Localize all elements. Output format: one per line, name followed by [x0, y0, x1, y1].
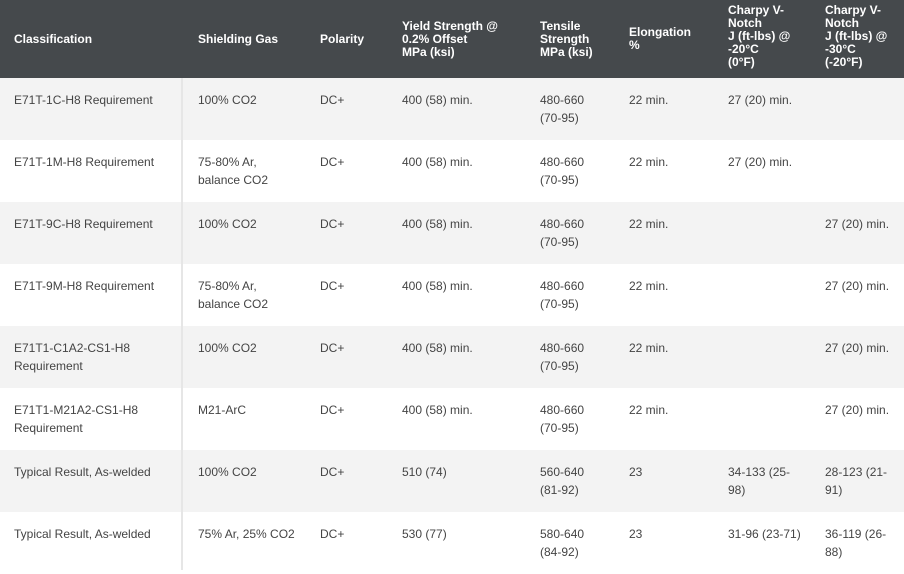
cell-polarity: DC+ — [320, 403, 345, 417]
table-row: E71T-9C-H8 Requirement 100% CO2 DC+ 400 (58… — [0, 202, 904, 264]
cell-tensile-strength: 480-660 (70-95) — [540, 403, 585, 435]
cell-tensile-strength: 480-660 (70-95) — [540, 93, 585, 125]
cell-elongation: 22 min. — [629, 341, 669, 355]
table-row: Typical Result, As-welded 75% Ar, 25% CO2… — [0, 512, 904, 570]
cell-charpy-minus-20c — [713, 326, 810, 388]
cell-charpy-minus-30c: 27 (20) min. — [825, 403, 890, 417]
cell-yield-strength: 400 (58) min. — [402, 217, 473, 231]
table-row: Typical Result, As-welded 100% CO2 DC+ 510 … — [0, 450, 904, 512]
column-header-yield-strength: Yield Strength @ 0.2% Offset MPa (ksi) — [402, 18, 498, 59]
column-header-elongation: Elongation % — [629, 25, 691, 52]
cell-charpy-minus-30c — [810, 78, 904, 140]
cell-elongation: 22 min. — [629, 217, 669, 231]
cell-charpy-minus-20c: 34-133 (25-98) — [728, 465, 791, 497]
cell-polarity: DC+ — [320, 341, 345, 355]
cell-charpy-minus-30c: 27 (20) min. — [825, 279, 890, 293]
cell-yield-strength: 400 (58) min. — [402, 403, 473, 417]
cell-charpy-minus-20c: 27 (20) min. — [728, 93, 793, 107]
cell-classification: E71T-9C-H8 Requirement — [0, 202, 183, 264]
cell-polarity: DC+ — [320, 155, 345, 169]
cell-charpy-minus-30c: 27 (20) min. — [825, 217, 890, 231]
cell-elongation: 22 min. — [629, 403, 669, 417]
cell-elongation: 22 min. — [629, 279, 669, 293]
cell-charpy-minus-20c: 27 (20) min. — [728, 155, 793, 169]
table-row: E71T-9M-H8 Requirement 75-80% Ar, balance… — [0, 264, 904, 326]
cell-charpy-minus-30c: 28-123 (21-91) — [825, 465, 888, 497]
cell-charpy-minus-20c — [713, 264, 810, 326]
cell-shielding-gas: 100% CO2 — [198, 341, 257, 355]
table-row: E71T1-C1A2-CS1-H8 Requirement 100% CO2 DC+… — [0, 326, 904, 388]
column-header-classification: Classification — [0, 0, 183, 78]
cell-polarity: DC+ — [320, 527, 345, 541]
cell-charpy-minus-30c: 27 (20) min. — [825, 341, 890, 355]
cell-tensile-strength: 480-660 (70-95) — [540, 155, 585, 187]
cell-elongation: 22 min. — [629, 93, 669, 107]
cell-classification: E71T-9M-H8 Requirement — [0, 264, 183, 326]
table-row: E71T-1C-H8 Requirement 100% CO2 DC+ 400 (58… — [0, 78, 904, 140]
cell-classification: E71T-1M-H8 Requirement — [0, 140, 183, 202]
cell-polarity: DC+ — [320, 217, 345, 231]
cell-classification: Typical Result, As-welded — [0, 450, 183, 512]
cell-shielding-gas: 100% CO2 — [198, 93, 257, 107]
cell-charpy-minus-30c — [810, 140, 904, 202]
table-row: E71T1-M21A2-CS1-H8 Requirement M21-ArC DC+… — [0, 388, 904, 450]
cell-tensile-strength: 480-660 (70-95) — [540, 279, 585, 311]
column-header-charpy-minus-30c: Charpy V- Notch J (ft-lbs) @ -30°C (-20°… — [825, 3, 888, 69]
cell-polarity: DC+ — [320, 93, 345, 107]
cell-elongation: 23 — [629, 465, 643, 479]
column-header-tensile-strength: Tensile Strength MPa (ksi) — [540, 18, 593, 59]
cell-shielding-gas: M21-ArC — [198, 403, 247, 417]
cell-yield-strength: 400 (58) min. — [402, 93, 473, 107]
cell-yield-strength: 400 (58) min. — [402, 279, 473, 293]
cell-shielding-gas: 100% CO2 — [198, 217, 257, 231]
cell-charpy-minus-30c: 36-119 (26-88) — [825, 527, 887, 559]
cell-charpy-minus-20c — [713, 388, 810, 450]
cell-polarity: DC+ — [320, 279, 345, 293]
cell-elongation: 22 min. — [629, 155, 669, 169]
cell-charpy-minus-20c: 31-96 (23-71) — [728, 527, 801, 541]
cell-charpy-minus-20c — [713, 202, 810, 264]
cell-yield-strength: 530 (77) — [402, 527, 447, 541]
column-header-shielding-gas: Shielding Gas — [198, 31, 279, 46]
table-header-row: Classification Shielding Gas Polarity Yi… — [0, 0, 904, 78]
cell-elongation: 23 — [629, 527, 643, 541]
cell-classification: E71T-1C-H8 Requirement — [0, 78, 183, 140]
cell-shielding-gas: 75-80% Ar, balance CO2 — [198, 155, 269, 187]
cell-tensile-strength: 580-640 (84-92) — [540, 527, 585, 559]
cell-classification: Typical Result, As-welded — [0, 512, 183, 570]
column-header-polarity: Polarity — [320, 31, 365, 46]
cell-yield-strength: 400 (58) min. — [402, 341, 473, 355]
cell-shielding-gas: 100% CO2 — [198, 465, 257, 479]
cell-polarity: DC+ — [320, 465, 345, 479]
cell-yield-strength: 400 (58) min. — [402, 155, 473, 169]
table-row: E71T-1M-H8 Requirement 75-80% Ar, balance… — [0, 140, 904, 202]
cell-classification: E71T1-C1A2-CS1-H8 Requirement — [0, 326, 183, 388]
cell-shielding-gas: 75-80% Ar, balance CO2 — [198, 279, 269, 311]
cell-shielding-gas: 75% Ar, 25% CO2 — [198, 527, 295, 541]
cell-classification: E71T1-M21A2-CS1-H8 Requirement — [0, 388, 183, 450]
cell-tensile-strength: 480-660 (70-95) — [540, 341, 585, 373]
cell-tensile-strength: 480-660 (70-95) — [540, 217, 585, 249]
cell-tensile-strength: 560-640 (81-92) — [540, 465, 585, 497]
column-header-charpy-minus-20c: Charpy V- Notch J (ft-lbs) @ -20°C (0°F) — [728, 3, 791, 69]
cell-yield-strength: 510 (74) — [402, 465, 447, 479]
